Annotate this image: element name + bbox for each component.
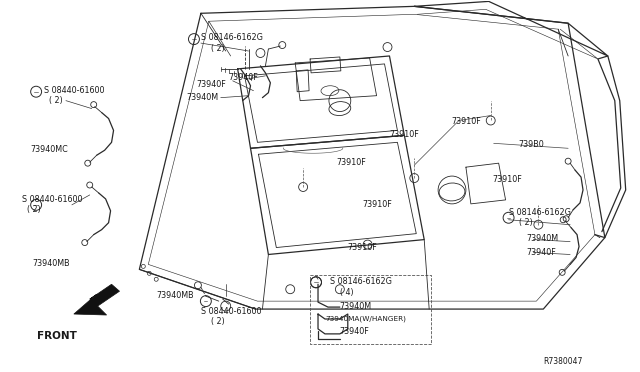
Text: 73910F: 73910F	[451, 116, 481, 125]
Text: FRONT: FRONT	[37, 331, 77, 341]
Text: 73940F: 73940F	[196, 80, 226, 89]
Text: 73940M: 73940M	[186, 93, 218, 102]
Text: 73940M: 73940M	[340, 302, 372, 311]
Text: 73940M: 73940M	[527, 234, 559, 243]
Text: S 08440-61600
  ( 2): S 08440-61600 ( 2)	[44, 86, 104, 105]
Text: 739B0: 739B0	[518, 140, 544, 149]
Text: 73940MA(W/HANGER): 73940MA(W/HANGER)	[325, 315, 406, 321]
Text: S 08146-6162G
    ( 4): S 08146-6162G ( 4)	[330, 277, 392, 297]
Text: 73910F: 73910F	[336, 158, 365, 167]
Text: 73940MC: 73940MC	[30, 145, 68, 154]
Text: S 08146-6162G
    ( 2): S 08146-6162G ( 2)	[201, 33, 263, 52]
Text: S 08146-6162G
    ( 2): S 08146-6162G ( 2)	[509, 208, 570, 227]
Text: 73910F: 73910F	[363, 200, 392, 209]
Text: 73940MB: 73940MB	[156, 291, 194, 300]
Text: S 08440-61600
    ( 2): S 08440-61600 ( 2)	[201, 307, 261, 327]
Polygon shape	[74, 284, 120, 315]
Text: 73910F: 73910F	[348, 243, 378, 251]
Text: S 08440-61600
  ( 2): S 08440-61600 ( 2)	[22, 195, 83, 214]
Text: 73910F: 73910F	[493, 175, 522, 184]
Text: R7380047: R7380047	[543, 357, 582, 366]
Text: 73910F: 73910F	[390, 131, 419, 140]
Text: 73940F: 73940F	[228, 73, 259, 82]
Text: 73940MB: 73940MB	[32, 259, 70, 269]
Text: 73940F: 73940F	[527, 247, 556, 257]
Text: 73940F: 73940F	[340, 327, 370, 336]
